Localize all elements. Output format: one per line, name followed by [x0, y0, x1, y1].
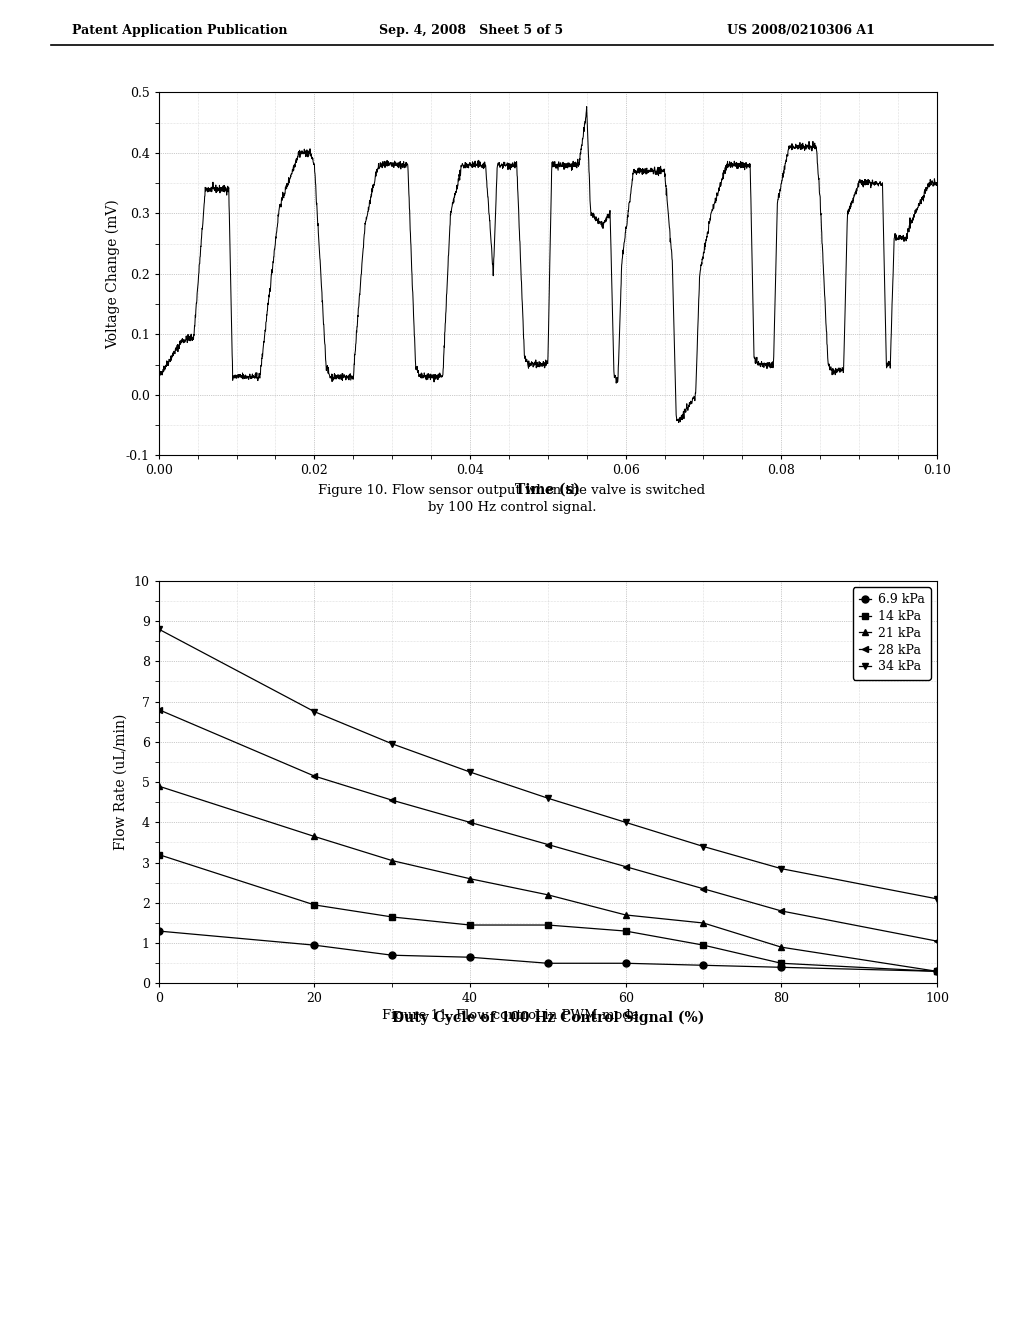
6.9 kPa	[697, 957, 710, 973]
28 kPa	[697, 880, 710, 896]
6.9 kPa	[308, 937, 321, 953]
14 kPa	[464, 917, 476, 933]
Line: 34 kPa: 34 kPa	[156, 626, 940, 903]
Text: Figure 11. Flow control in PWM mode.: Figure 11. Flow control in PWM mode.	[382, 1008, 642, 1022]
X-axis label: Duty Cycle of 100 Hz Control Signal (%): Duty Cycle of 100 Hz Control Signal (%)	[391, 1011, 705, 1026]
34 kPa	[464, 764, 476, 780]
34 kPa	[775, 861, 787, 876]
28 kPa	[386, 792, 398, 808]
Legend: 6.9 kPa, 14 kPa, 21 kPa, 28 kPa, 34 kPa: 6.9 kPa, 14 kPa, 21 kPa, 28 kPa, 34 kPa	[853, 587, 931, 680]
28 kPa	[620, 859, 632, 875]
14 kPa	[153, 846, 165, 862]
21 kPa	[308, 829, 321, 845]
14 kPa	[386, 909, 398, 925]
14 kPa	[620, 923, 632, 939]
21 kPa	[464, 871, 476, 887]
34 kPa	[386, 737, 398, 752]
14 kPa	[931, 964, 943, 979]
Text: Patent Application Publication: Patent Application Publication	[72, 24, 287, 37]
14 kPa	[697, 937, 710, 953]
Line: 28 kPa: 28 kPa	[156, 706, 940, 945]
34 kPa	[931, 891, 943, 907]
6.9 kPa	[386, 948, 398, 964]
Y-axis label: Flow Rate (uL/min): Flow Rate (uL/min)	[114, 714, 128, 850]
Text: Figure 10. Flow sensor output when the valve is switched: Figure 10. Flow sensor output when the v…	[318, 483, 706, 496]
21 kPa	[697, 915, 710, 931]
Text: by 100 Hz control signal.: by 100 Hz control signal.	[428, 500, 596, 513]
28 kPa	[308, 768, 321, 784]
21 kPa	[386, 853, 398, 869]
34 kPa	[620, 814, 632, 830]
6.9 kPa	[931, 964, 943, 979]
34 kPa	[308, 704, 321, 719]
28 kPa	[464, 814, 476, 830]
21 kPa	[931, 964, 943, 979]
14 kPa	[308, 898, 321, 913]
21 kPa	[775, 940, 787, 956]
21 kPa	[153, 779, 165, 795]
Text: Sep. 4, 2008   Sheet 5 of 5: Sep. 4, 2008 Sheet 5 of 5	[379, 24, 563, 37]
34 kPa	[542, 791, 554, 807]
X-axis label: Time (s): Time (s)	[515, 483, 581, 498]
28 kPa	[153, 702, 165, 718]
34 kPa	[153, 622, 165, 638]
28 kPa	[542, 837, 554, 853]
6.9 kPa	[464, 949, 476, 965]
6.9 kPa	[775, 960, 787, 975]
28 kPa	[775, 903, 787, 919]
21 kPa	[620, 907, 632, 923]
6.9 kPa	[542, 956, 554, 972]
28 kPa	[931, 933, 943, 949]
14 kPa	[775, 956, 787, 972]
Y-axis label: Voltage Change (mV): Voltage Change (mV)	[105, 199, 120, 348]
14 kPa	[542, 917, 554, 933]
Text: US 2008/0210306 A1: US 2008/0210306 A1	[727, 24, 874, 37]
Line: 21 kPa: 21 kPa	[156, 783, 940, 974]
Line: 14 kPa: 14 kPa	[156, 851, 940, 974]
6.9 kPa	[620, 956, 632, 972]
34 kPa	[697, 838, 710, 854]
21 kPa	[542, 887, 554, 903]
6.9 kPa	[153, 923, 165, 939]
Line: 6.9 kPa: 6.9 kPa	[156, 928, 940, 974]
